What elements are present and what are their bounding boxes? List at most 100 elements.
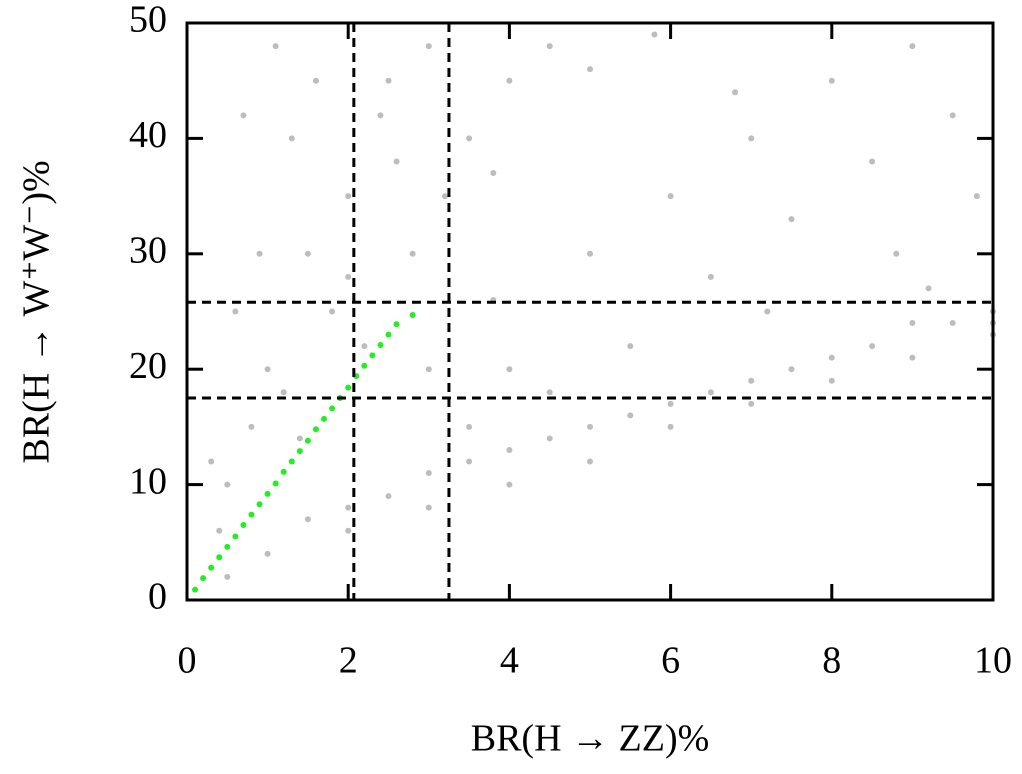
point [667, 423, 674, 430]
point [627, 412, 634, 419]
point [627, 343, 634, 350]
point [296, 435, 303, 442]
point [208, 458, 215, 465]
point [546, 435, 553, 442]
point [296, 448, 303, 455]
point [466, 423, 473, 430]
point [925, 285, 932, 292]
point [748, 400, 755, 407]
point [345, 527, 352, 534]
x-tick-label: 0 [178, 640, 197, 682]
point [425, 504, 432, 511]
point [587, 250, 593, 257]
point [240, 521, 247, 528]
point [256, 501, 263, 508]
point [224, 543, 231, 550]
point [232, 308, 239, 315]
point [312, 426, 319, 433]
point [667, 193, 674, 200]
point [288, 458, 295, 465]
point [869, 158, 876, 165]
point [707, 389, 714, 396]
x-axis-label: BR(H → ZZ)% [471, 718, 710, 760]
point [425, 43, 432, 50]
point [272, 480, 279, 487]
point [788, 366, 795, 373]
point [200, 575, 207, 582]
point [345, 384, 352, 391]
point [264, 490, 271, 497]
point [248, 423, 255, 430]
point [369, 352, 376, 359]
point [288, 135, 295, 142]
y-tick-label: 30 [129, 230, 167, 272]
point [224, 481, 231, 488]
point [748, 377, 755, 384]
point [304, 437, 311, 444]
point [732, 89, 739, 96]
point [256, 250, 263, 257]
point [329, 308, 336, 315]
point [909, 354, 916, 361]
point [192, 586, 199, 593]
point [216, 527, 223, 534]
point [345, 273, 352, 280]
point [490, 170, 497, 177]
point [587, 66, 593, 73]
point [232, 533, 239, 540]
point [393, 321, 400, 328]
point [248, 511, 255, 518]
y-tick-label: 0 [148, 576, 167, 618]
point [828, 377, 835, 384]
x-tick-label: 10 [974, 640, 1012, 682]
point [546, 43, 553, 50]
x-tick-label: 6 [661, 640, 680, 682]
point [506, 366, 513, 373]
point [466, 135, 473, 142]
point [546, 389, 553, 396]
point [329, 405, 336, 412]
point [272, 43, 279, 50]
point [466, 458, 473, 465]
point [224, 573, 231, 580]
point [828, 77, 835, 84]
point [949, 320, 956, 327]
point [240, 112, 247, 119]
point [748, 135, 755, 142]
point [304, 250, 311, 257]
point [264, 550, 271, 557]
point [909, 320, 916, 327]
point [869, 343, 876, 350]
point [393, 158, 400, 165]
point [280, 468, 287, 475]
point [385, 493, 392, 500]
point [973, 193, 980, 200]
x-tick-label: 2 [339, 640, 358, 682]
point [312, 77, 319, 84]
point [441, 193, 448, 200]
point [425, 366, 432, 373]
point [587, 423, 593, 430]
x-tick-label: 4 [500, 640, 519, 682]
point [764, 308, 771, 315]
point [208, 564, 215, 571]
point [409, 250, 416, 257]
point [361, 343, 368, 350]
point [345, 504, 352, 511]
plot-frame [185, 21, 995, 602]
point [361, 362, 368, 369]
point [385, 331, 392, 338]
y-tick-label: 10 [129, 460, 167, 502]
point [587, 458, 593, 465]
y-tick-label: 40 [129, 114, 167, 156]
point [909, 43, 916, 50]
point [304, 516, 311, 523]
point [385, 77, 392, 84]
point [425, 470, 432, 477]
point [321, 415, 328, 422]
point [506, 446, 513, 453]
point [949, 112, 956, 119]
point [667, 400, 674, 407]
point [264, 366, 271, 373]
